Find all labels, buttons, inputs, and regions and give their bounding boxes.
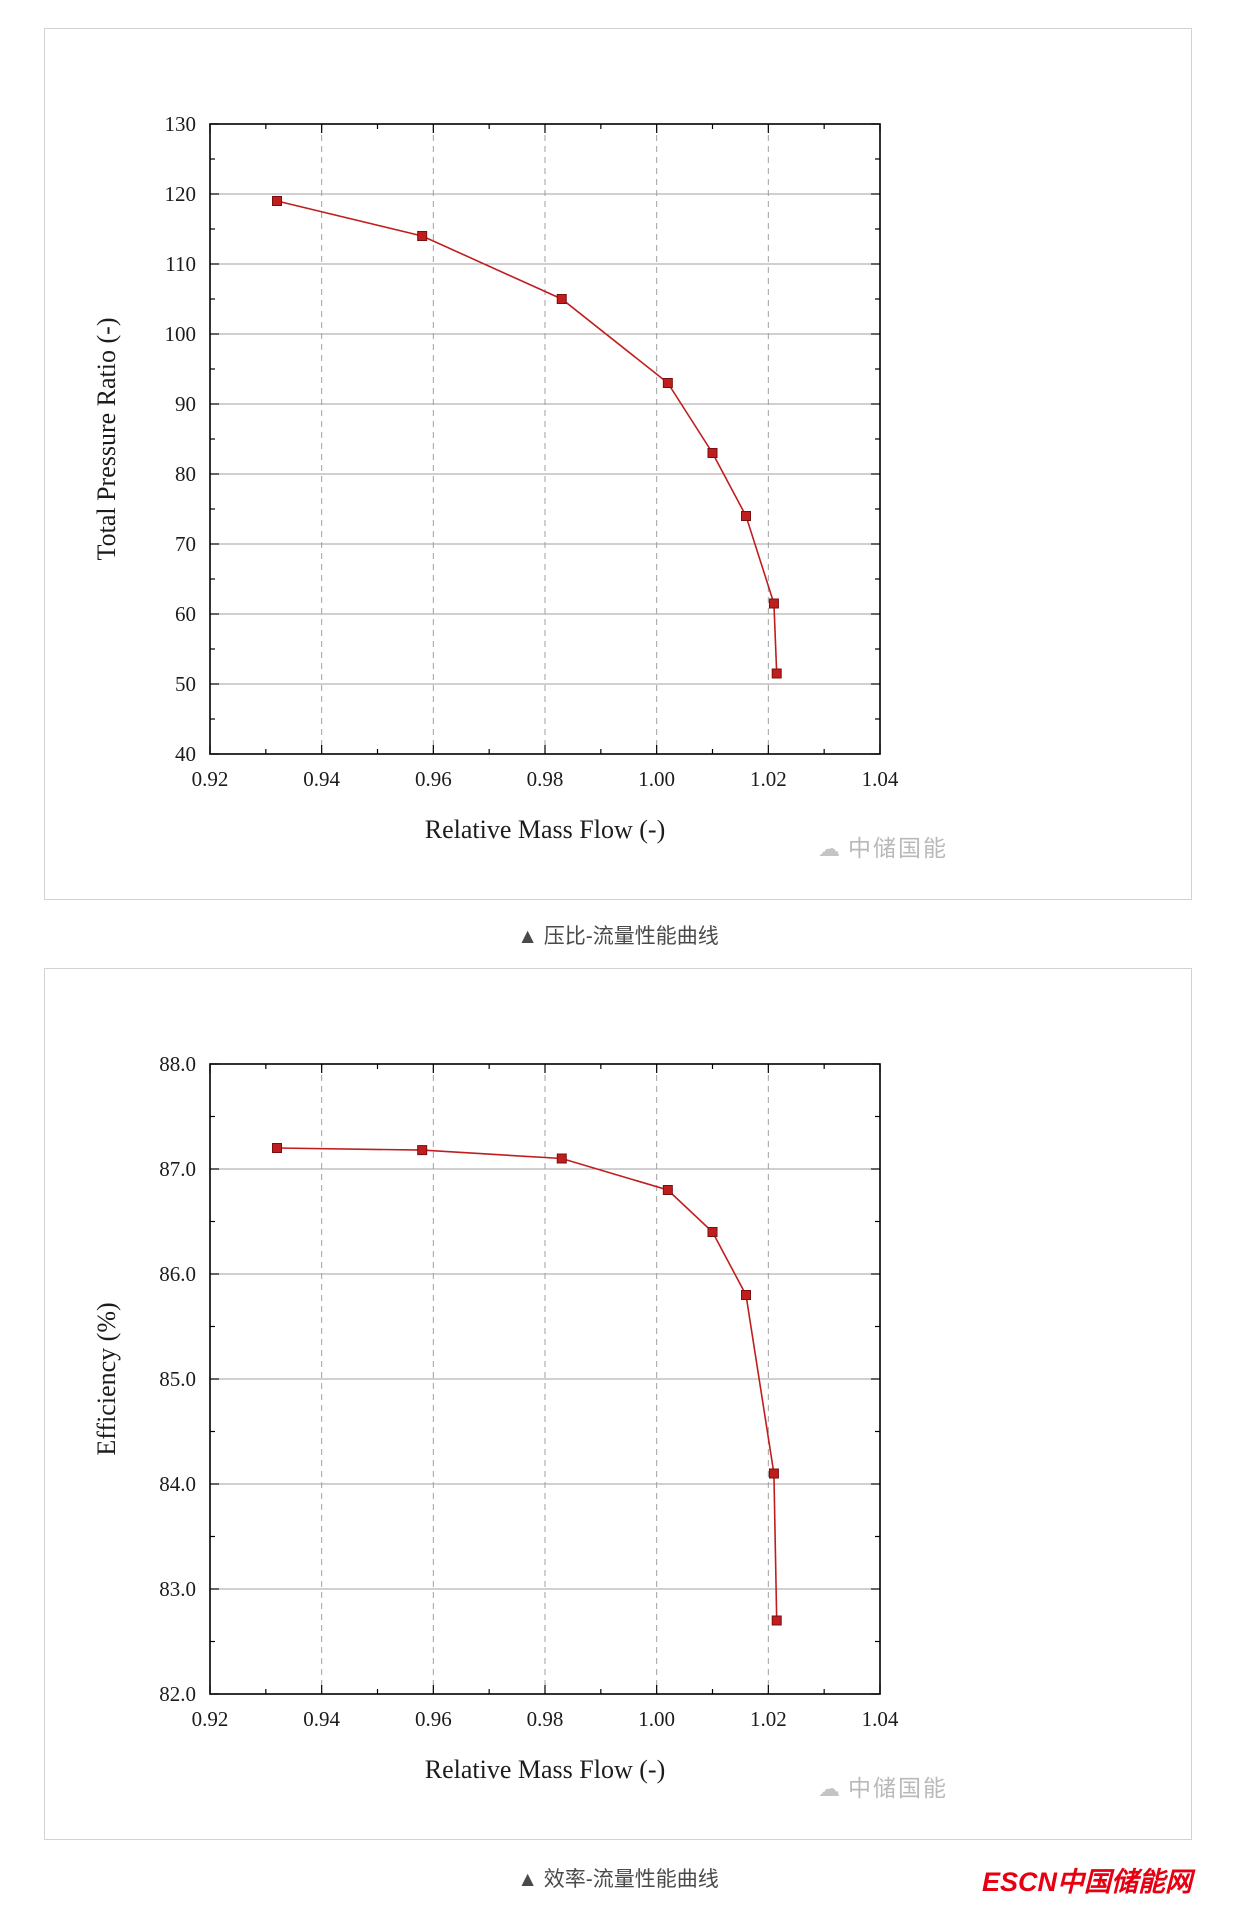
y-tick-label: 120 — [165, 182, 197, 206]
caption-efficiency: ▲ 效率-流量性能曲线 — [517, 1868, 719, 1891]
watermark: ☁ 中储国能 — [818, 1769, 948, 1803]
data-point-marker — [662, 1185, 673, 1195]
series-line — [276, 200, 778, 674]
y-tick-label: 84.0 — [159, 1472, 196, 1496]
data-point-marker — [707, 1227, 718, 1237]
data-point-marker — [417, 1145, 428, 1156]
series-line — [276, 1147, 778, 1621]
x-tick-label: 1.00 — [638, 1707, 675, 1731]
watermark-text: 中储国能 — [848, 1775, 948, 1801]
x-tick-label: 1.02 — [750, 1707, 787, 1731]
data-point-marker — [768, 1468, 779, 1479]
data-point-marker — [741, 1290, 751, 1300]
y-axis-label: Total Pressure Ratio (-) — [92, 318, 121, 561]
x-tick-label: 1.00 — [638, 767, 675, 791]
data-point-marker — [272, 196, 282, 206]
efficiency-chart-card: 0.92 0.94 0.96 0.98 1.00 1.02 1.04 82.0 83.0 84.0… — [44, 968, 1192, 1840]
y-tick-label: 90 — [175, 392, 196, 416]
data-point-marker — [556, 294, 567, 304]
data-point-marker — [768, 598, 779, 609]
y-tick-label: 86.0 — [159, 1262, 196, 1286]
x-axis-label: Relative Mass Flow (-) — [425, 1755, 665, 1784]
x-tick-label: 0.96 — [415, 1707, 452, 1731]
x-tick-label: 0.96 — [415, 767, 452, 791]
escn-logo: ESCN中国储能网 — [981, 1867, 1192, 1897]
y-tick-label: 70 — [175, 532, 196, 556]
x-tick-label: 0.92 — [192, 767, 229, 791]
y-tick-label: 85.0 — [159, 1367, 196, 1391]
pressure-ratio-chart: 0.92 0.94 0.96 0.98 1.00 1.02 1.04 40 50 60 70 80 90… — [92, 112, 899, 844]
efficiency-chart: 0.92 0.94 0.96 0.98 1.00 1.02 1.04 82.0 83.0 84.0… — [92, 1052, 899, 1784]
x-axis-label: Relative Mass Flow (-) — [425, 815, 665, 844]
y-tick-label: 110 — [165, 252, 196, 276]
x-tick-label: 1.02 — [750, 767, 787, 791]
x-tick-label: 0.94 — [303, 767, 340, 791]
y-tick-label: 88.0 — [159, 1052, 196, 1076]
cloud-logo-icon: ☁ — [818, 836, 842, 861]
y-tick-label: 100 — [165, 322, 197, 346]
data-point-marker — [662, 378, 673, 388]
y-tick-label: 82.0 — [159, 1682, 196, 1706]
watermark: ☁ 中储国能 — [818, 829, 948, 863]
x-tick-label: 0.98 — [527, 1707, 564, 1731]
y-tick-label: 50 — [175, 672, 196, 696]
y-tick-label: 80 — [175, 462, 196, 486]
y-axis-label: Efficiency (%) — [92, 1302, 121, 1455]
data-point-marker — [771, 1615, 782, 1626]
y-tick-label: 60 — [175, 602, 196, 626]
pressure-ratio-chart-card: 0.92 0.94 0.96 0.98 1.00 1.02 1.04 40 50 60 70 80 90… — [44, 28, 1192, 900]
cloud-logo-icon: ☁ — [818, 1776, 842, 1801]
x-tick-label: 0.98 — [527, 767, 564, 791]
x-tick-label: 1.04 — [862, 767, 899, 791]
x-tick-label: 0.94 — [303, 1707, 340, 1731]
data-point-marker — [741, 511, 751, 521]
watermark-text: 中储国能 — [848, 835, 948, 861]
x-tick-label: 0.92 — [192, 1707, 229, 1731]
data-point-marker — [771, 668, 782, 679]
footer-row: ▲ 效率-流量性能曲线 ESCN中国储能网 — [44, 1858, 1192, 1902]
data-point-marker — [417, 231, 428, 241]
data-point-marker — [707, 448, 718, 458]
data-point-marker — [272, 1143, 282, 1153]
y-tick-label: 130 — [165, 112, 197, 136]
caption-pressure-ratio: ▲ 压比-流量性能曲线 — [517, 925, 719, 948]
y-tick-label: 87.0 — [159, 1157, 196, 1181]
y-tick-label: 40 — [175, 742, 196, 766]
y-tick-label: 83.0 — [159, 1577, 196, 1601]
x-tick-label: 1.04 — [862, 1707, 899, 1731]
plot-frame — [209, 123, 881, 755]
data-point-marker — [556, 1153, 567, 1164]
